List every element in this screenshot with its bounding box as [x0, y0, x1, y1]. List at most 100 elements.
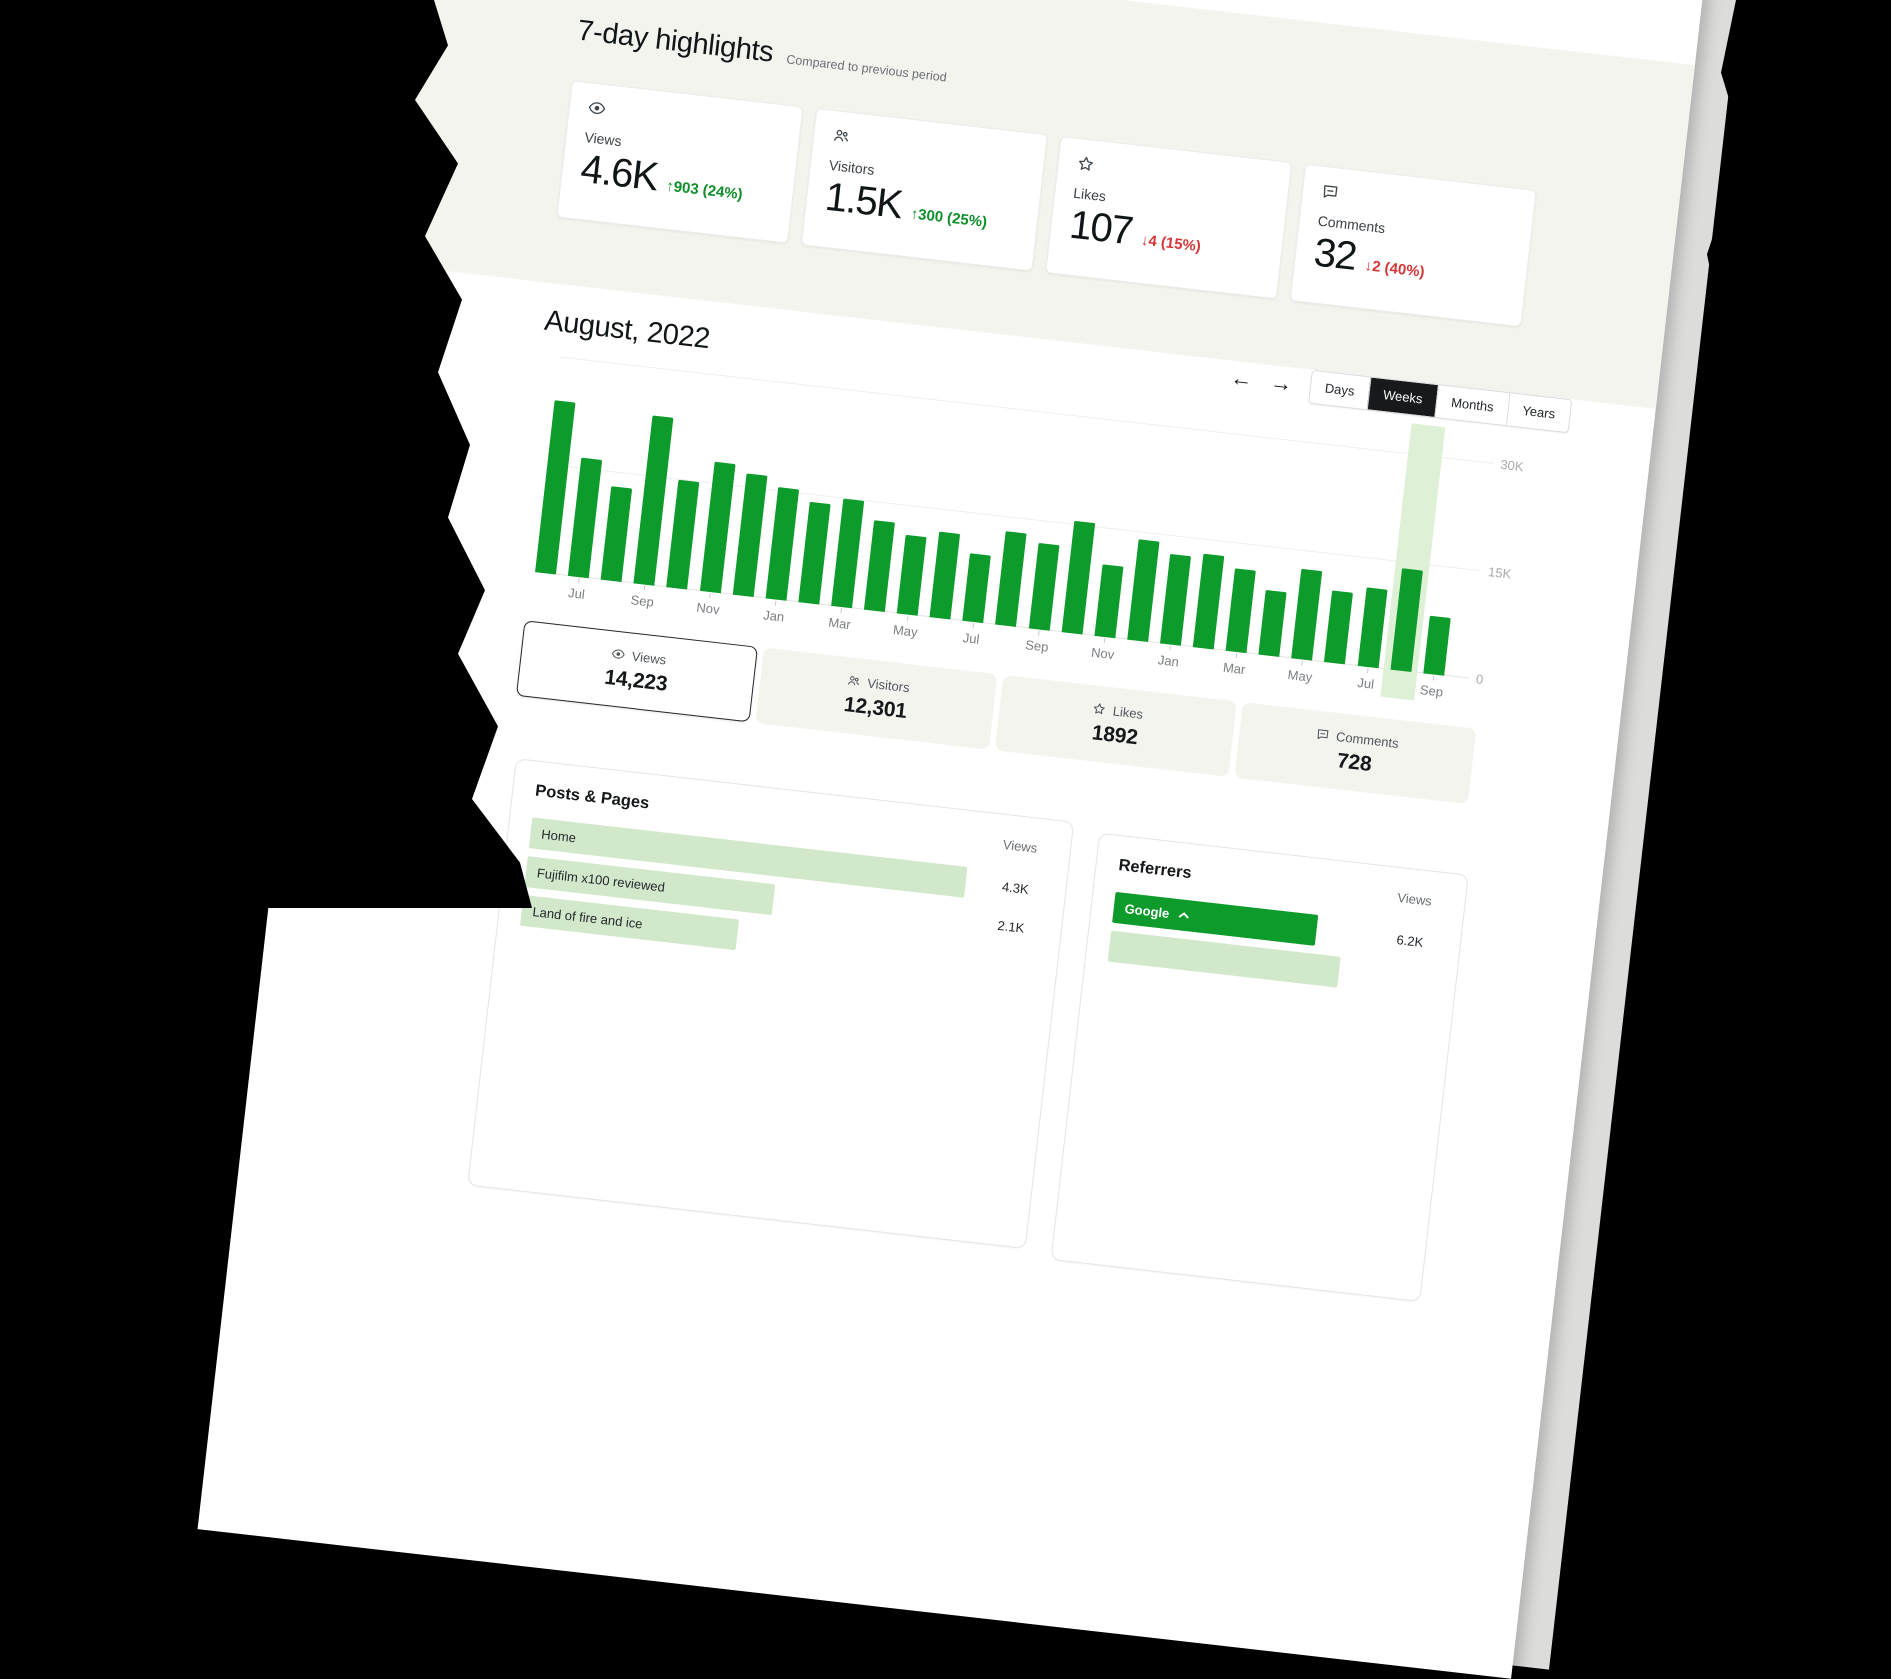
- summary-tab-value: 14,223: [603, 665, 669, 696]
- chart-bar[interactable]: [567, 457, 603, 579]
- metric-value: 32: [1311, 230, 1359, 279]
- metric-delta: ↑903 (24%): [665, 177, 744, 204]
- x-axis-label: Nov: [1090, 644, 1116, 663]
- metric-value: 107: [1067, 202, 1135, 254]
- chart-bar[interactable]: [633, 415, 674, 586]
- x-axis-label: Jul: [1356, 674, 1375, 692]
- highlight-card[interactable]: Likes 107 ↓4 (15%): [1045, 135, 1293, 300]
- metric-value: 4.6K: [578, 146, 660, 200]
- x-axis-label: Mar: [827, 614, 852, 633]
- chart-bar[interactable]: [765, 487, 799, 601]
- prev-period-arrow-icon[interactable]: ←: [1229, 364, 1254, 393]
- comment-icon: [1314, 727, 1330, 743]
- eye-icon: [610, 646, 626, 662]
- y-axis-tick-0: 0: [1475, 671, 1485, 688]
- x-axis-label: Jan: [762, 607, 786, 625]
- eye-icon: [587, 98, 783, 140]
- x-axis-tick: [709, 593, 711, 599]
- chart-bar[interactable]: [995, 531, 1027, 627]
- summary-tab-value: 728: [1335, 749, 1373, 776]
- posts-pages-title: Posts & Pages: [534, 781, 651, 813]
- x-axis-label: Jan: [1157, 652, 1180, 670]
- chart-bar[interactable]: [1127, 539, 1160, 642]
- chart-bar[interactable]: [666, 479, 700, 590]
- highlight-card[interactable]: Views 4.6K ↑903 (24%): [556, 80, 804, 244]
- chart-bar[interactable]: [1357, 587, 1388, 669]
- chart-bar[interactable]: [1159, 553, 1191, 646]
- chart-bar[interactable]: [1258, 590, 1287, 657]
- x-axis-label: Jul: [567, 585, 586, 602]
- chart-bar[interactable]: [962, 552, 992, 624]
- referrers-title: Referrers: [1117, 856, 1193, 883]
- interval-tab[interactable]: Days: [1309, 370, 1371, 409]
- row-views-value: 2.1K: [996, 917, 1026, 936]
- chart-bar[interactable]: [1225, 568, 1256, 654]
- row-views-value: [1379, 961, 1435, 967]
- highlight-cards: Views 4.6K ↑903 (24%) Visitors 1.5K ↑300…: [556, 80, 1537, 328]
- x-axis-label: Sep: [629, 592, 655, 610]
- chart-bar[interactable]: [1061, 521, 1095, 635]
- x-axis-label: Sep: [1419, 682, 1444, 700]
- chart-bar[interactable]: [1094, 564, 1124, 639]
- metric-delta: ↓2 (40%): [1363, 257, 1426, 281]
- row-views-value: 4.3K: [1001, 879, 1030, 897]
- posts-pages-card: Posts & Pages Views Home 4.3K Fujifilm x…: [467, 758, 1075, 1250]
- chart-bar[interactable]: [798, 501, 831, 605]
- summary-tab[interactable]: Likes 1892: [994, 674, 1237, 777]
- summary-tab[interactable]: Visitors 12,301: [755, 647, 998, 750]
- chart-bar[interactable]: [699, 462, 736, 594]
- period-nav: ← →: [1229, 364, 1294, 397]
- chart-bar[interactable]: [1422, 616, 1451, 676]
- x-axis-tick: [906, 615, 909, 621]
- x-axis-tick: [1235, 652, 1237, 659]
- referrers-views-column-header: Views: [1396, 889, 1433, 909]
- summary-tab-label: Likes: [1112, 703, 1144, 722]
- interval-tab[interactable]: Months: [1434, 385, 1510, 425]
- chart-bar[interactable]: [1028, 542, 1060, 631]
- summary-tab-label: Views: [631, 648, 668, 668]
- y-axis-tick-15k: 15K: [1487, 564, 1513, 582]
- summary-tab-value: 12,301: [842, 693, 908, 724]
- screenshot-edge-noise-left: [0, 0, 532, 908]
- chart-bar[interactable]: [896, 534, 927, 616]
- posts-views-column-header: Views: [1002, 836, 1039, 856]
- star-icon: [1076, 154, 1272, 196]
- chart-bar[interactable]: [1192, 554, 1225, 650]
- summary-tab[interactable]: Comments 728: [1234, 702, 1477, 805]
- x-axis-label: May: [892, 622, 919, 640]
- chevron-up-icon[interactable]: [1178, 911, 1190, 919]
- metric-summary-tabs: Views 14,223 Visitors 12,301 Likes 1892: [515, 620, 1477, 805]
- interval-tab[interactable]: Weeks: [1366, 377, 1439, 417]
- highlight-card[interactable]: Visitors 1.5K ↑300 (25%): [800, 107, 1048, 272]
- chart-bar[interactable]: [831, 498, 865, 609]
- x-axis-tick: [1038, 630, 1040, 636]
- x-axis-tick: [840, 608, 843, 614]
- x-axis-label: Jul: [962, 630, 981, 647]
- interval-tab[interactable]: Years: [1505, 393, 1571, 432]
- x-axis-label: Sep: [1024, 637, 1050, 655]
- x-axis-tick: [1366, 667, 1369, 674]
- x-axis-label: Mar: [1222, 659, 1247, 678]
- highlight-card[interactable]: Comments 32 ↓2 (40%): [1289, 163, 1537, 328]
- chart-bar[interactable]: [863, 520, 895, 612]
- x-axis-tick: [1432, 675, 1435, 681]
- chart-bar[interactable]: [1291, 568, 1323, 661]
- summary-tab[interactable]: Views 14,223: [515, 620, 759, 723]
- x-axis-label: May: [1286, 667, 1314, 685]
- x-axis-tick: [972, 623, 974, 629]
- people-icon: [846, 673, 862, 689]
- chart-bar[interactable]: [600, 486, 633, 582]
- metric-value: 1.5K: [822, 174, 905, 228]
- next-period-arrow-icon[interactable]: →: [1268, 369, 1294, 397]
- x-axis-tick: [775, 600, 777, 606]
- summary-tab-label: Visitors: [866, 675, 911, 696]
- chart-bar[interactable]: [535, 400, 576, 575]
- people-icon: [831, 126, 1027, 168]
- chart-bar[interactable]: [732, 473, 768, 597]
- star-icon: [1091, 701, 1107, 717]
- chart-bar[interactable]: [1324, 590, 1354, 665]
- row-views-value: 6.2K: [1395, 932, 1425, 951]
- chart-bar[interactable]: [929, 531, 961, 620]
- comment-icon: [1320, 182, 1516, 224]
- x-axis-tick: [1103, 638, 1106, 644]
